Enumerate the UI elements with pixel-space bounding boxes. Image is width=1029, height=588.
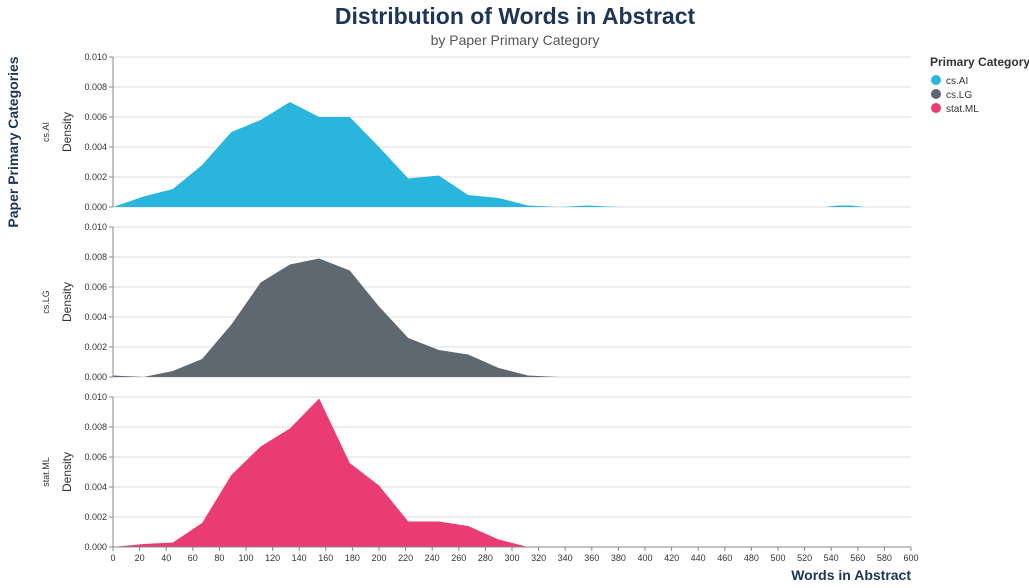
- x-tick-label: 60: [188, 553, 198, 563]
- x-tick-label: 440: [691, 553, 706, 563]
- x-tick-label: 240: [425, 553, 440, 563]
- y-tick-label: 0.004: [84, 312, 107, 322]
- facet-label: cs.LG: [41, 290, 51, 314]
- x-tick-label: 340: [558, 553, 573, 563]
- x-tick-label: 500: [770, 553, 785, 563]
- x-tick-label: 380: [611, 553, 626, 563]
- legend[interactable]: Primary Category cs.AI cs.LG stat.ML: [930, 55, 1029, 115]
- facet-label: cs.AI: [41, 122, 51, 142]
- x-tick-label: 80: [214, 553, 224, 563]
- facet-panels: 0.000 0.002 0.004 0.006 0.008 0.010 Density cs.…: [41, 52, 919, 563]
- y-tick-label: 0.008: [84, 252, 107, 262]
- y-tick-label: 0.006: [84, 282, 107, 292]
- x-tick-label: 480: [744, 553, 759, 563]
- x-tick-label: 0: [110, 553, 115, 563]
- facet-panel-stat-ML: 0.000 0.002 0.004 0.006 0.008 0.010 Density sta…: [41, 392, 911, 552]
- y-axis-title: Density: [60, 282, 74, 322]
- x-tick-label: 400: [637, 553, 652, 563]
- chart-title: Distribution of Words in Abstract: [335, 3, 696, 29]
- y-tick-label: 0.008: [84, 82, 107, 92]
- legend-swatch: [931, 75, 941, 85]
- facet-panel-cs-AI: 0.000 0.002 0.004 0.006 0.008 0.010 Density cs.…: [41, 52, 911, 212]
- density-area-cs-AI[interactable]: [113, 102, 878, 207]
- facet-label: stat.ML: [41, 457, 51, 487]
- legend-swatch: [931, 89, 941, 99]
- x-tick-label: 260: [451, 553, 466, 563]
- y-tick-label: 0.008: [84, 422, 107, 432]
- x-tick-label: 40: [161, 553, 171, 563]
- legend-item-cs-AI[interactable]: cs.AI: [931, 75, 968, 87]
- y-tick-label: 0.002: [84, 172, 107, 182]
- y-tick-label: 0.002: [84, 512, 107, 522]
- x-tick-label: 320: [531, 553, 546, 563]
- x-axis: 0 20 40 60 80 100 120 140 160 180 200 220 240 260 280 3…: [110, 546, 919, 563]
- y-tick-label: 0.006: [84, 452, 107, 462]
- legend-label: cs.LG: [946, 90, 972, 101]
- x-tick-label: 600: [903, 553, 918, 563]
- legend-item-cs-LG[interactable]: cs.LG: [931, 89, 972, 101]
- legend-item-stat-ML[interactable]: stat.ML: [931, 103, 979, 115]
- y-tick-label: 0.010: [84, 392, 107, 402]
- x-tick-label: 180: [345, 553, 360, 563]
- y-axis-title: Density: [60, 112, 74, 152]
- x-tick-label: 580: [877, 553, 892, 563]
- x-tick-label: 560: [850, 553, 865, 563]
- legend-label: cs.AI: [946, 76, 968, 87]
- row-axis-title: Paper Primary Categories: [5, 56, 21, 227]
- x-tick-label: 540: [824, 553, 839, 563]
- x-tick-label: 220: [398, 553, 413, 563]
- legend-label: stat.ML: [946, 104, 979, 115]
- x-tick-label: 120: [265, 553, 280, 563]
- legend-swatch: [931, 103, 941, 113]
- legend-title: Primary Category: [930, 55, 1029, 69]
- x-axis-title: Words in Abstract: [791, 567, 911, 583]
- x-tick-label: 160: [318, 553, 333, 563]
- y-tick-label: 0.010: [84, 52, 107, 62]
- x-tick-label: 360: [584, 553, 599, 563]
- y-axis-title: Density: [60, 452, 74, 492]
- x-tick-label: 420: [664, 553, 679, 563]
- chart-subtitle: by Paper Primary Category: [431, 32, 600, 48]
- facet-panel-cs-LG: 0.000 0.002 0.004 0.006 0.008 0.010 Density cs.…: [41, 222, 911, 382]
- density-area-stat-ML[interactable]: [113, 398, 528, 548]
- y-tick-label: 0.000: [84, 542, 107, 552]
- y-tick-label: 0.004: [84, 142, 107, 152]
- y-tick-label: 0.006: [84, 112, 107, 122]
- x-tick-label: 140: [292, 553, 307, 563]
- x-tick-label: 100: [238, 553, 253, 563]
- x-tick-label: 200: [371, 553, 386, 563]
- y-tick-label: 0.004: [84, 482, 107, 492]
- x-tick-label: 280: [478, 553, 493, 563]
- x-tick-label: 300: [504, 553, 519, 563]
- x-tick-label: 460: [717, 553, 732, 563]
- y-tick-label: 0.010: [84, 222, 107, 232]
- y-tick-label: 0.000: [84, 372, 107, 382]
- x-tick-label: 520: [797, 553, 812, 563]
- y-tick-label: 0.002: [84, 342, 107, 352]
- y-tick-label: 0.000: [84, 202, 107, 212]
- x-tick-label: 20: [135, 553, 145, 563]
- density-area-cs-LG[interactable]: [113, 258, 559, 378]
